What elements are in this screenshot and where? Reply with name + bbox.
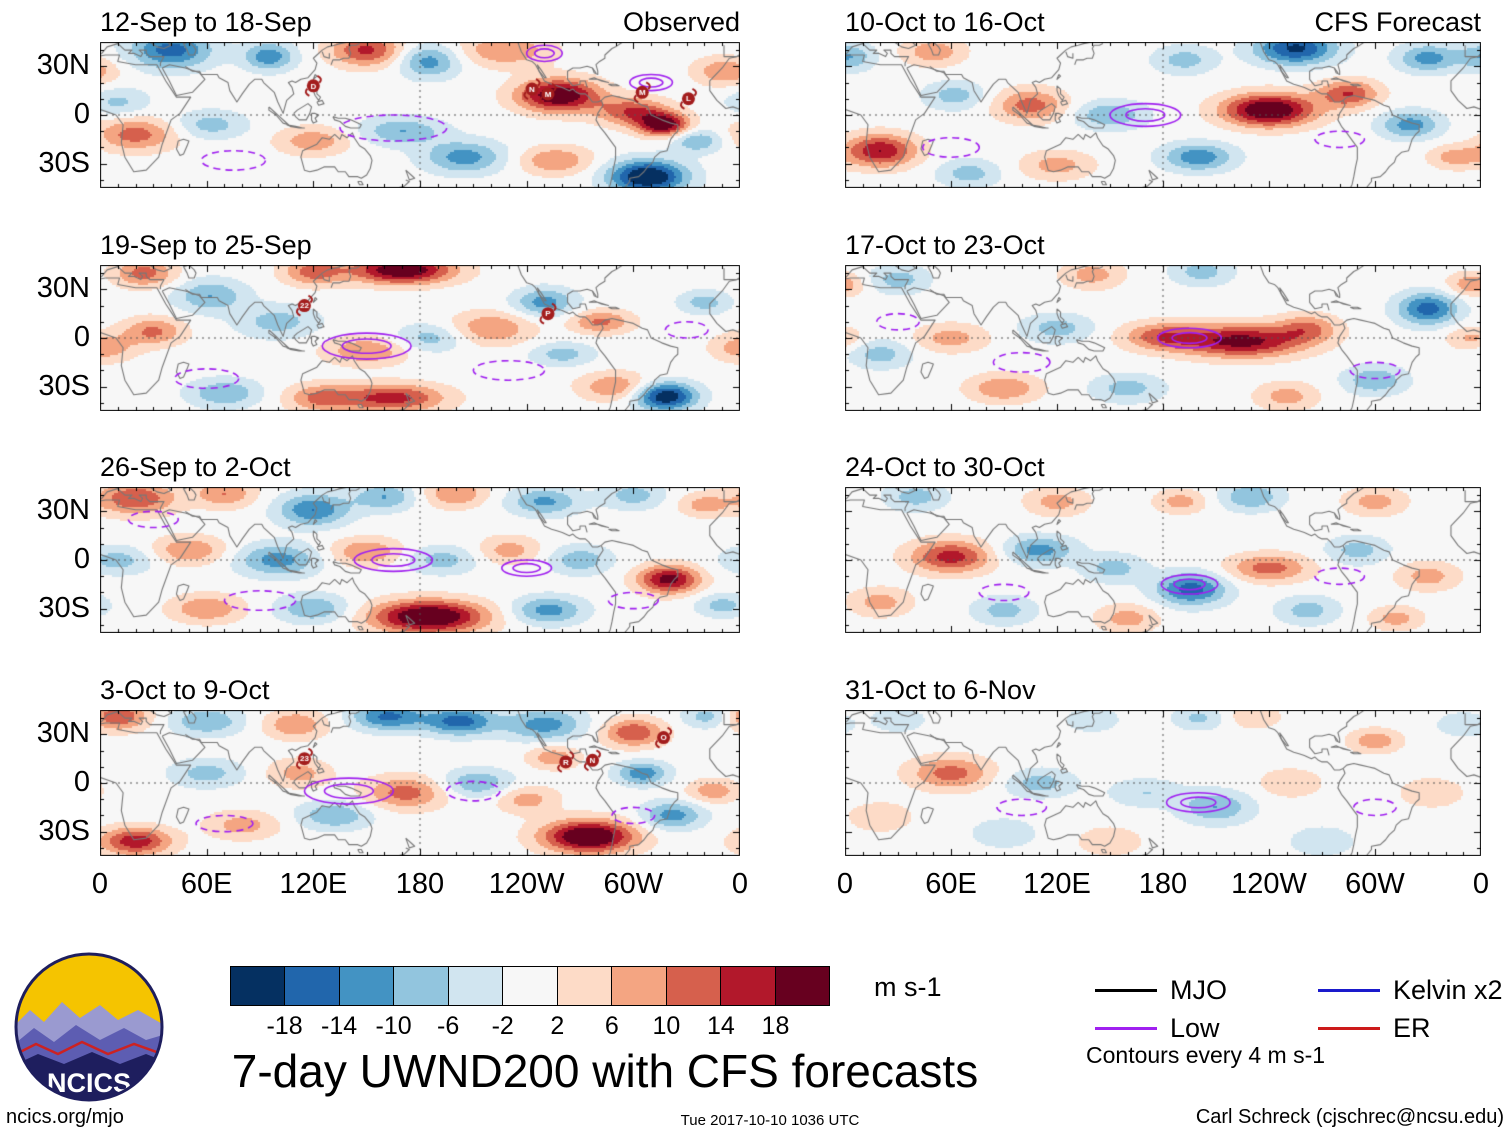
panel-title-row: 3-Oct to 9-Oct (100, 673, 740, 705)
x-tick-label: 120W (1231, 868, 1307, 900)
x-tick-label: 60E (180, 868, 233, 900)
panel-title: 10-Oct to 16-Oct (845, 7, 1045, 37)
anomaly-map-canvas (100, 265, 740, 411)
colorbar-tick-value: -2 (491, 1012, 514, 1040)
colorbar-units-label: m s-1 (874, 972, 942, 1002)
colorbar-tick-value: -18 (266, 1012, 303, 1040)
contour-interval-note: Contours every 4 m s-1 (1086, 1042, 1326, 1068)
y-tick-label: 30S (38, 369, 90, 402)
panel-title-row: 17-Oct to 23-Oct (845, 228, 1481, 260)
y-tick-label: 30N (36, 49, 90, 82)
x-tick-label: 0 (91, 868, 109, 900)
colorbar-cell (666, 967, 722, 1005)
footer-credit: Carl Schreck (cjschrec@ncsu.edu) (1195, 1106, 1504, 1128)
ncics-logo-graphic: NCICS (14, 952, 164, 1102)
legend-line-low (1095, 1027, 1157, 1030)
colorbar-cell (557, 967, 613, 1005)
colorbar-tick-value: 10 (652, 1012, 681, 1040)
x-tick-label: 0 (731, 868, 749, 900)
colorbar-cell (231, 967, 286, 1005)
panel-title: 26-Sep to 2-Oct (100, 452, 291, 482)
x-tick-label: 120W (488, 868, 565, 900)
colorbar-tick-value: 18 (761, 1012, 790, 1040)
panel-title-row: 19-Sep to 25-Sep (100, 228, 740, 260)
legend-line-er (1318, 1027, 1380, 1030)
anomaly-map-canvas (100, 42, 740, 188)
x-tick-label: 60W (1345, 868, 1405, 900)
colorbar-tick-value: 6 (604, 1012, 619, 1040)
colorbar-cell (339, 967, 395, 1005)
colorbar-cell (448, 967, 504, 1005)
colorbar-cell (503, 967, 558, 1005)
panel-title: 24-Oct to 30-Oct (845, 452, 1045, 482)
x-tick-label: 120E (1023, 868, 1091, 900)
colorbar-tick-value: -10 (375, 1012, 412, 1040)
panel-title-row: 12-Sep to 18-Sep Observed (100, 5, 740, 37)
y-tick-label: 30N (36, 494, 90, 527)
logo-ring (14, 952, 164, 1102)
legend-line-mjo (1095, 989, 1157, 992)
legend-label: Low (1170, 1013, 1220, 1043)
y-tick-label: 0 (73, 543, 90, 575)
anomaly-map-canvas (100, 487, 740, 633)
y-tick-label: 30S (38, 591, 90, 624)
main-title: 7-day UWND200 with CFS forecasts (231, 1045, 979, 1097)
colorbar-cell (721, 967, 776, 1005)
anomaly-map-canvas (845, 710, 1481, 856)
y-tick-label: 30S (38, 146, 90, 179)
x-tick-label: 120E (279, 868, 348, 900)
footer-url: ncics.org/mjo (6, 1106, 124, 1128)
x-tick-label: 180 (395, 868, 445, 900)
panel-title: 17-Oct to 23-Oct (845, 230, 1045, 260)
colorbar: -18 -14 -10 -6 -2 2 6 10 14 18 (230, 966, 830, 1040)
colorbar-tick-value: -14 (321, 1012, 358, 1040)
anomaly-map-canvas (845, 42, 1481, 188)
y-tick-label: 30N (36, 717, 90, 750)
y-tick-label: 0 (73, 321, 90, 353)
x-tick-label: 0 (836, 868, 854, 900)
ncics-logo: NCICS (12, 950, 166, 1109)
colorbar-cells (230, 966, 830, 1006)
logo-text: NCICS (47, 1068, 131, 1098)
panel-title-row: 26-Sep to 2-Oct (100, 450, 740, 482)
panel-title-row: 24-Oct to 30-Oct (845, 450, 1481, 482)
legend-label: MJO (1170, 975, 1227, 1005)
colorbar-cell (285, 967, 340, 1005)
colorbar-cell (394, 967, 449, 1005)
y-tick-label: 30N (36, 272, 90, 305)
footer-timestamp: Tue 2017-10-10 1036 UTC (680, 1112, 860, 1129)
y-tick-label: 30S (38, 814, 90, 847)
colorbar-tick-value: 2 (550, 1012, 565, 1040)
legend-label: Kelvin x2 (1393, 975, 1503, 1005)
panel-title: 19-Sep to 25-Sep (100, 230, 312, 260)
panel-title-row: 10-Oct to 16-Oct CFS Forecast (845, 5, 1481, 37)
column-heading: Observed (622, 7, 740, 37)
x-tick-label: 60W (603, 868, 664, 900)
panel-title: 12-Sep to 18-Sep (100, 7, 312, 37)
x-tick-label: 180 (1138, 868, 1188, 900)
panel-title: 3-Oct to 9-Oct (100, 675, 270, 705)
legend-line-kelvin-x2 (1318, 989, 1380, 992)
colorbar-cell (775, 967, 829, 1005)
x-tick-label: 0 (1472, 868, 1490, 900)
panel-title: 31-Oct to 6-Nov (845, 675, 1036, 705)
logo-red-ridge-line (16, 1040, 162, 1056)
x-tick-label: 60E (925, 868, 977, 900)
colorbar-tick-value: -6 (437, 1012, 460, 1040)
panel-title-row: 31-Oct to 6-Nov (845, 673, 1481, 705)
anomaly-map-canvas (845, 265, 1481, 411)
anomaly-map-canvas (845, 487, 1481, 633)
colorbar-cell (612, 967, 667, 1005)
y-tick-label: 0 (73, 98, 90, 130)
colorbar-tick-value: 14 (707, 1012, 735, 1040)
column-heading: CFS Forecast (1314, 7, 1481, 37)
legend-label: ER (1393, 1013, 1431, 1043)
anomaly-map-canvas (100, 710, 740, 856)
y-tick-label: 0 (73, 766, 90, 798)
